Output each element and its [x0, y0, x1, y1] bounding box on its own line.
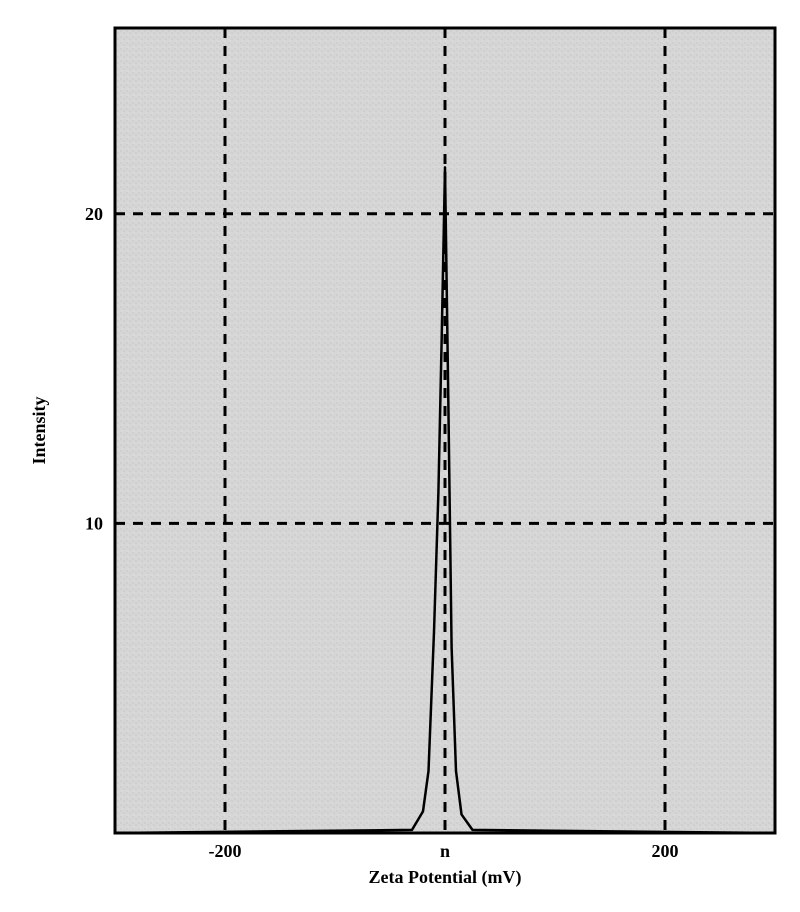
chart-container: -200 n 200 10 20 Zeta Potential (mV) Intensit… — [0, 0, 800, 912]
x-tick-label: 200 — [652, 841, 679, 861]
x-tick-label: -200 — [209, 841, 242, 861]
x-axis-title: Zeta Potential (mV) — [369, 867, 522, 888]
zeta-potential-chart: -200 n 200 10 20 Zeta Potential (mV) Intensit… — [0, 0, 800, 912]
y-tick-label: 20 — [85, 204, 103, 224]
y-tick-label: 10 — [85, 513, 103, 533]
y-axis-title: Intensity — [29, 396, 49, 464]
x-tick-label: n — [440, 841, 450, 861]
